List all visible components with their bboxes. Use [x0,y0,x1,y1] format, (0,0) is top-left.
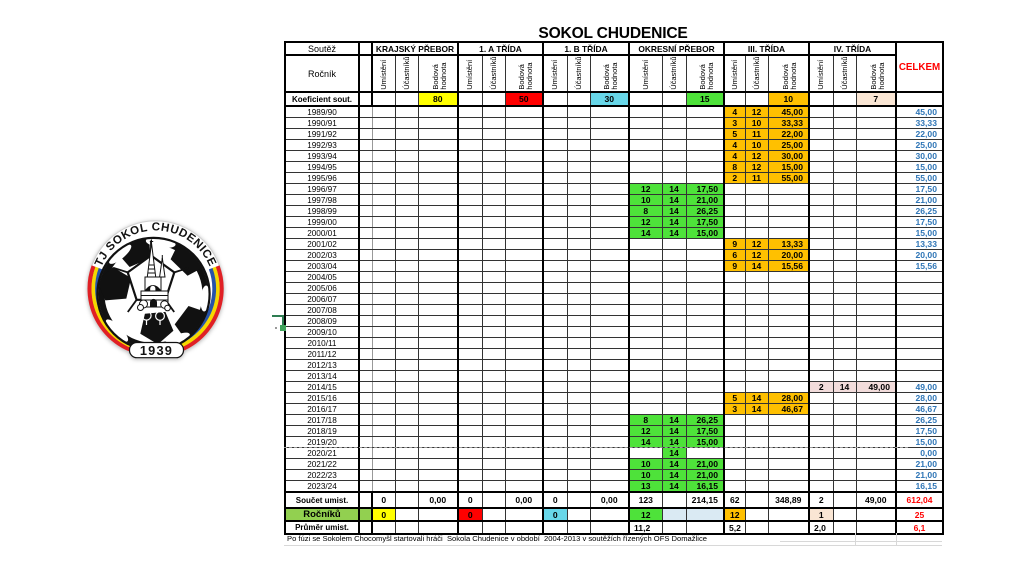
svg-text:1939: 1939 [140,343,173,358]
